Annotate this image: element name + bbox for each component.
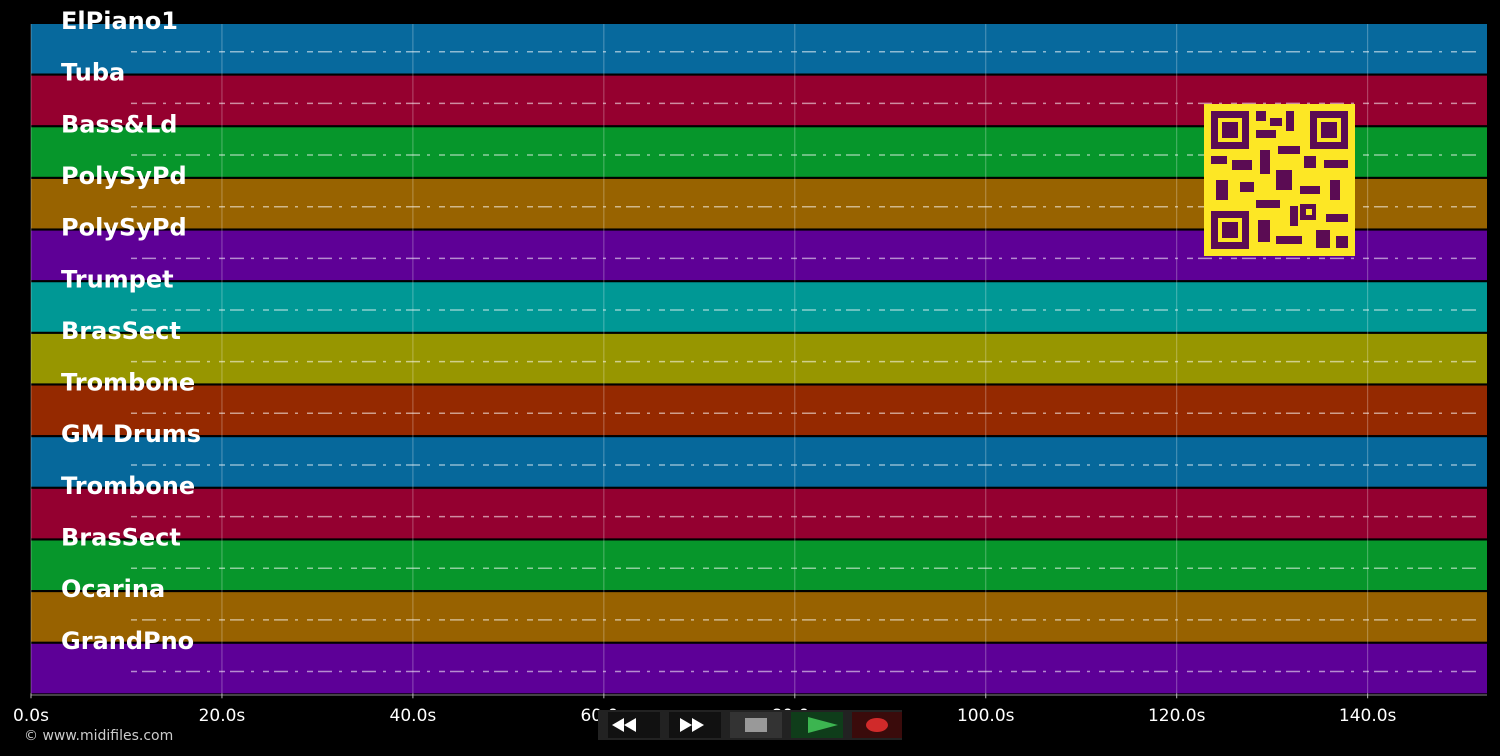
track-label: ElPiano1 <box>61 7 178 35</box>
track-label: BrasSect <box>61 524 181 552</box>
icon <box>680 718 692 732</box>
x-tick-label: 100.0s <box>957 706 1015 726</box>
transport-controls <box>598 710 902 740</box>
track-label: Trumpet <box>61 265 174 293</box>
qr-modules <box>1211 111 1348 249</box>
forward-button[interactable] <box>669 712 721 738</box>
track-lane <box>31 24 1487 74</box>
x-tick-label: 40.0s <box>390 706 437 726</box>
qr-code <box>1204 104 1355 256</box>
stop-button[interactable] <box>730 712 782 738</box>
track-label: Ocarina <box>61 575 165 603</box>
icon <box>866 718 888 732</box>
x-tick-label: 140.0s <box>1339 706 1397 726</box>
lanes <box>31 24 1487 694</box>
icon <box>692 718 704 732</box>
track-label: Trombone <box>61 472 195 500</box>
track-lane <box>31 643 1487 694</box>
icon <box>612 718 624 732</box>
track-label: Bass&Ld <box>61 110 177 138</box>
x-tick-label: 120.0s <box>1148 706 1206 726</box>
icon <box>624 718 636 732</box>
grid <box>30 24 1369 694</box>
x-tick-label: 20.0s <box>199 706 246 726</box>
track-label: Tuba <box>61 59 125 87</box>
track-lane <box>31 282 1487 332</box>
track-lane <box>31 592 1487 642</box>
track-lane <box>31 540 1487 590</box>
track-label: Trombone <box>61 369 195 397</box>
track-lane <box>31 488 1487 539</box>
record-button[interactable] <box>852 712 902 738</box>
track-lane <box>31 437 1487 487</box>
track-label: BrasSect <box>61 317 181 345</box>
icon <box>808 717 838 733</box>
track-lane <box>31 333 1487 384</box>
track-label: GrandPno <box>61 627 194 655</box>
icon <box>745 718 767 732</box>
track-label: PolySyPd <box>61 162 187 190</box>
rewind-button[interactable] <box>608 712 660 738</box>
track-labels: ElPiano1 Tuba Bass&Ld PolySyPd PolySyPd Trump… <box>61 7 201 655</box>
track-lane <box>31 385 1487 436</box>
x-tick-label: 0.0s <box>13 706 49 726</box>
track-label: PolySyPd <box>61 214 187 242</box>
play-button[interactable] <box>791 712 843 738</box>
track-label: GM Drums <box>61 420 201 448</box>
copyright: © www.midifiles.com <box>24 728 173 744</box>
